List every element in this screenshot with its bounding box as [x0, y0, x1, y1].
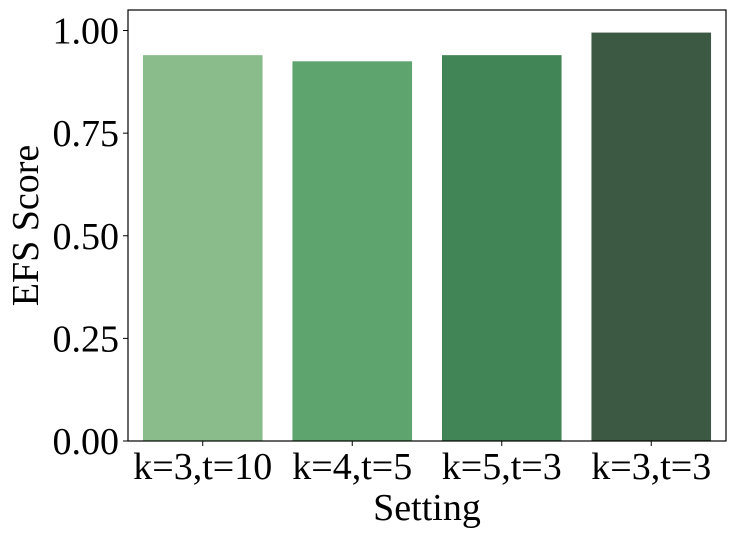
x-axis-ticks: k=3,t=10 k=4,t=5 k=5,t=3 k=3,t=3	[133, 441, 711, 488]
x-tick-label: k=3,t=3	[591, 446, 711, 488]
x-tick-label: k=4,t=5	[292, 446, 412, 488]
y-tick-label: 0.25	[53, 318, 120, 360]
bars-group	[142, 32, 712, 442]
y-tick-label: 1.00	[53, 11, 120, 53]
bar-4	[591, 32, 712, 441]
bar-2	[292, 61, 413, 442]
x-tick-label: k=5,t=3	[442, 446, 562, 488]
y-tick-label: 0.75	[53, 113, 120, 155]
bar-1	[142, 55, 263, 442]
bar-3	[441, 55, 562, 442]
y-axis-label: EFS Score	[5, 145, 47, 307]
y-tick-label: 0.00	[53, 421, 120, 463]
y-tick-label: 0.50	[53, 216, 120, 258]
x-tick-label: k=3,t=10	[133, 446, 272, 488]
plot-frame	[127, 9, 727, 442]
x-axis-label: Setting	[373, 487, 481, 529]
y-axis-ticks: 0.00 0.25 0.50 0.75 1.00	[53, 11, 128, 463]
